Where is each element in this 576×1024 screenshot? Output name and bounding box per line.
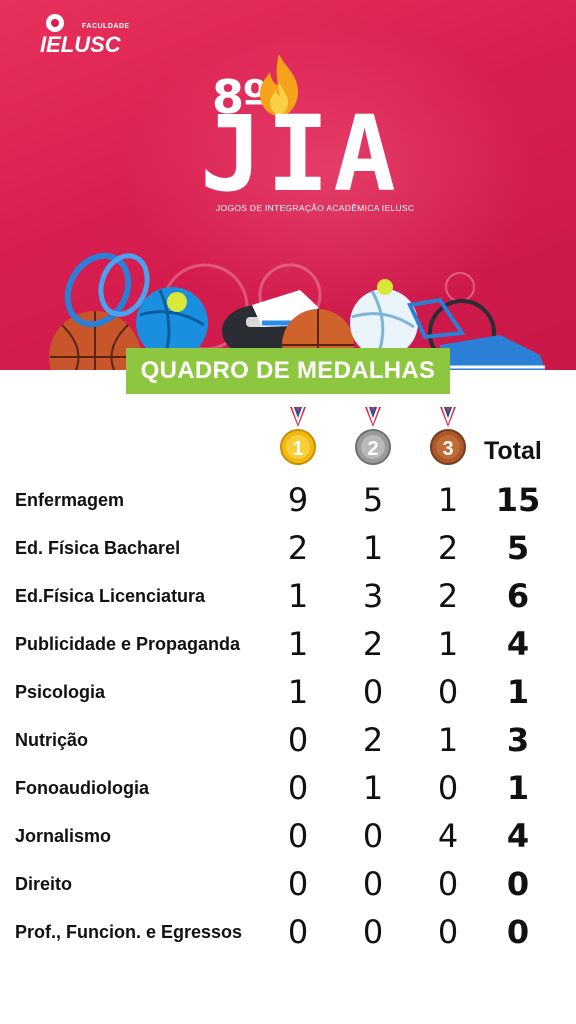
bronze-count: 1 bbox=[437, 481, 459, 519]
course-name: Psicologia bbox=[15, 682, 106, 702]
hero-glow bbox=[120, 20, 540, 320]
bronze-count: 0 bbox=[437, 865, 459, 903]
course-name: Publicidade e Propaganda bbox=[15, 634, 241, 654]
silver-count: 1 bbox=[362, 769, 384, 807]
table-row: Jornalismo 0 0 4 4 bbox=[0, 812, 576, 860]
gold-count: 0 bbox=[287, 913, 309, 951]
silver-count: 0 bbox=[362, 817, 384, 855]
course-name: Enfermagem bbox=[15, 490, 125, 510]
table-row: Publicidade e Propaganda 1 2 1 4 bbox=[0, 620, 576, 668]
course-name: Prof., Funcion. e Egressos bbox=[15, 922, 243, 942]
course-name: Fonoaudiologia bbox=[15, 778, 149, 798]
total-count: 0 bbox=[506, 913, 530, 951]
event-edition: 8º bbox=[212, 70, 268, 124]
total-count: 5 bbox=[506, 529, 530, 567]
total-count: 6 bbox=[506, 577, 530, 615]
total-count: 15 bbox=[495, 481, 541, 519]
total-count: 1 bbox=[506, 769, 530, 807]
college-logo: FACULDADE IELUSC bbox=[40, 14, 130, 60]
total-count: 0 bbox=[506, 865, 530, 903]
gold-count: 1 bbox=[287, 577, 309, 615]
bronze-count: 0 bbox=[437, 673, 459, 711]
bronze-count: 0 bbox=[437, 913, 459, 951]
gold-medal-icon: 1 bbox=[280, 406, 316, 465]
gold-count: 1 bbox=[287, 673, 309, 711]
course-name: Nutrição bbox=[15, 730, 89, 750]
table-row: Enfermagem 9 5 1 15 bbox=[0, 476, 576, 524]
bronze-count: 1 bbox=[437, 721, 459, 759]
gold-count: 2 bbox=[287, 529, 309, 567]
table-row: Direito 0 0 0 0 bbox=[0, 860, 576, 908]
bronze-count: 2 bbox=[437, 577, 459, 615]
gold-count: 0 bbox=[287, 721, 309, 759]
gold-count: 9 bbox=[287, 481, 309, 519]
total-count: 3 bbox=[506, 721, 530, 759]
bronze-count: 1 bbox=[437, 625, 459, 663]
medal-board-banner: QUADRO DE MEDALHAS bbox=[126, 348, 450, 394]
table-row: Ed.Física Licenciatura 1 3 2 6 bbox=[0, 572, 576, 620]
silver-medal-icon: 2 bbox=[355, 406, 391, 465]
gold-medal-rank: 1 bbox=[292, 438, 303, 460]
logo-small-text: FACULDADE bbox=[82, 23, 130, 30]
silver-count: 3 bbox=[362, 577, 384, 615]
gold-count: 1 bbox=[287, 625, 309, 663]
flame-icon bbox=[260, 54, 298, 116]
bronze-count: 0 bbox=[437, 769, 459, 807]
gold-count: 0 bbox=[287, 817, 309, 855]
silver-count: 2 bbox=[362, 721, 384, 759]
silver-count: 0 bbox=[362, 913, 384, 951]
silver-count: 1 bbox=[362, 529, 384, 567]
table-row: Nutrição 0 2 1 3 bbox=[0, 716, 576, 764]
table-row: Ed. Física Bacharel 2 1 2 5 bbox=[0, 524, 576, 572]
table-row: Fonoaudiologia 0 1 0 1 bbox=[0, 764, 576, 812]
course-name: Jornalismo bbox=[15, 826, 112, 846]
total-count: 1 bbox=[506, 673, 530, 711]
silver-medal-rank: 2 bbox=[367, 438, 378, 460]
bronze-count: 2 bbox=[437, 529, 459, 567]
table-row: Prof., Funcion. e Egressos 0 0 0 0 bbox=[0, 908, 576, 956]
total-count: 4 bbox=[506, 817, 530, 855]
bronze-count: 4 bbox=[437, 817, 459, 855]
bronze-medal-icon: 3 bbox=[430, 406, 466, 465]
bronze-medal-rank: 3 bbox=[442, 438, 453, 460]
table-row: Psicologia 1 0 0 1 bbox=[0, 668, 576, 716]
silver-count: 5 bbox=[362, 481, 384, 519]
silver-count: 0 bbox=[362, 865, 384, 903]
logo-main-text: IELUSC bbox=[40, 32, 121, 57]
logo-icon bbox=[46, 14, 64, 32]
event-title: JIA bbox=[200, 93, 400, 215]
course-name: Ed.Física Licenciatura bbox=[15, 586, 206, 606]
course-name: Ed. Física Bacharel bbox=[15, 538, 181, 558]
silver-count: 0 bbox=[362, 673, 384, 711]
hero-banner: FACULDADE IELUSC 8º JIA JOGOS DE INTEGRA… bbox=[0, 0, 576, 370]
total-count: 4 bbox=[506, 625, 530, 663]
gold-count: 0 bbox=[287, 769, 309, 807]
total-column-header: Total bbox=[484, 437, 542, 465]
course-name: Direito bbox=[15, 874, 73, 894]
event-subtitle: JOGOS DE INTEGRAÇÃO ACADÊMICA IELUSC bbox=[216, 203, 415, 213]
medal-header: 1 2 3 bbox=[0, 405, 576, 475]
gold-count: 0 bbox=[287, 865, 309, 903]
silver-count: 2 bbox=[362, 625, 384, 663]
